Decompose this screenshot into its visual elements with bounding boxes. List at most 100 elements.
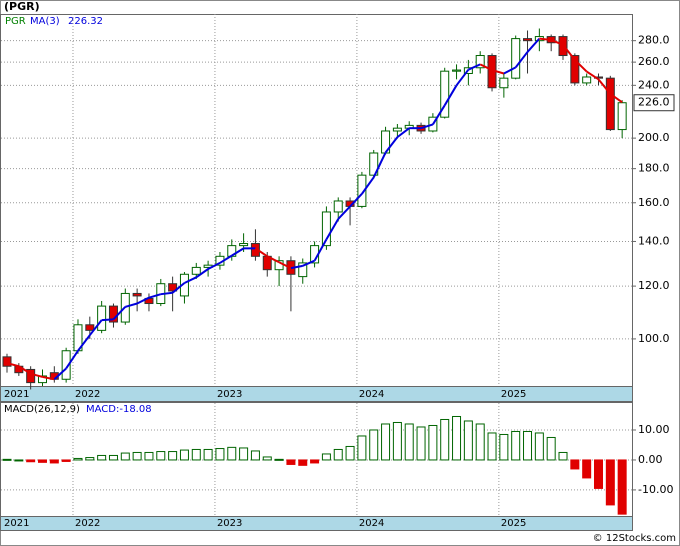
macd-value: MACD:-18.08: [86, 404, 152, 415]
macd-bar: [168, 451, 178, 461]
ma-segment: [266, 255, 280, 264]
ma-segment: [30, 372, 43, 378]
x-tick-label: 2023: [217, 389, 242, 400]
macd-bar: [227, 446, 237, 461]
x-tick-label: 2025: [501, 389, 526, 400]
ma-segment: [372, 152, 387, 178]
candle-body: [523, 38, 533, 42]
legend-ma-value: 226.32: [68, 16, 103, 27]
macd-bar: [534, 432, 544, 461]
macd-bar: [546, 436, 556, 461]
x-tick-label: 2021: [4, 518, 29, 529]
legend-ma: MA(3): [30, 16, 60, 27]
macd-bar: [2, 458, 12, 461]
ma-segment: [574, 59, 588, 73]
ma-segment: [396, 127, 410, 138]
macd-bar: [262, 456, 272, 461]
macd-bar: [345, 445, 355, 461]
x-tick-label: 2025: [501, 518, 526, 529]
x-tick-label: 2022: [75, 518, 100, 529]
y-tick-label: 180.0: [638, 162, 670, 175]
chart-title: (PGR): [4, 0, 40, 13]
ma-segment: [101, 318, 114, 322]
x-tick-label: 2023: [217, 518, 242, 529]
macd-bar: [499, 433, 509, 461]
y-tick-label: 160.0: [638, 196, 670, 209]
macd-bar: [298, 459, 308, 466]
ma-segment: [219, 254, 233, 264]
macd-bar: [617, 459, 627, 515]
ma-segment: [539, 37, 552, 41]
candle-body: [26, 368, 36, 384]
candle-body: [132, 292, 142, 297]
candle-body: [617, 102, 627, 131]
candle-body: [168, 283, 178, 292]
candle-body: [452, 69, 462, 72]
ma-segment: [420, 123, 434, 130]
macd-bar: [404, 423, 414, 461]
ma-segment: [313, 238, 328, 262]
ma-segment: [6, 362, 20, 368]
macd-bar: [582, 459, 592, 479]
copyright: © 12Stocks.com: [593, 533, 676, 544]
ma-segment: [337, 205, 351, 220]
macd-bar: [191, 448, 201, 461]
candle-body: [499, 77, 509, 89]
ma-segment: [112, 306, 127, 321]
candle-body: [440, 70, 450, 118]
ma-segment: [550, 39, 564, 46]
ma-segment: [361, 176, 375, 195]
candle-body: [97, 305, 107, 331]
ma-segment: [18, 365, 32, 375]
macd-bar: [392, 421, 402, 461]
ma-segment: [384, 136, 399, 154]
y-tick-label: 200.0: [638, 131, 670, 144]
macd-bar: [523, 430, 533, 461]
candle-body: [570, 55, 580, 84]
ma-segment: [325, 218, 340, 240]
ma-segment: [443, 84, 458, 106]
macd-bar: [452, 415, 462, 461]
macd-bar: [487, 432, 497, 461]
ma-segment: [42, 375, 55, 381]
macd-bar: [475, 423, 485, 461]
candle-body: [321, 211, 331, 247]
macd-bar: [381, 423, 391, 461]
macd-bar: [239, 447, 249, 461]
ma-segment: [207, 262, 221, 270]
legend-ticker: PGR: [5, 16, 26, 27]
ma-segment: [278, 261, 292, 269]
candle-body: [357, 174, 367, 207]
ma-segment: [455, 69, 470, 86]
candle-body: [475, 55, 485, 69]
ma-segment: [89, 319, 103, 336]
ma-segment: [160, 291, 173, 296]
ma-segment: [195, 268, 209, 279]
ma-segment: [65, 350, 79, 370]
ma-segment: [125, 302, 138, 308]
ma-segment: [231, 247, 245, 257]
x-tick-label: 2021: [4, 389, 29, 400]
macd-bar: [416, 426, 426, 461]
ma-segment: [467, 63, 481, 71]
candle-body: [239, 243, 249, 247]
macd-bar: [49, 459, 59, 464]
ma-segment: [432, 104, 446, 125]
ma-segment: [609, 93, 623, 104]
macd-bar: [558, 451, 568, 461]
ma-segment: [349, 193, 363, 208]
macd-bar: [357, 435, 367, 461]
ma-segment: [148, 293, 162, 299]
macd-bar: [274, 458, 284, 461]
macd-bar: [215, 448, 225, 461]
candle-body: [511, 38, 521, 79]
candle-body: [61, 350, 71, 380]
candle-body: [582, 76, 592, 84]
ma-segment: [254, 247, 268, 258]
macd-bar: [203, 448, 213, 461]
macd-bar: [605, 459, 615, 506]
y-tick-label: 260.0: [638, 55, 670, 68]
y-tick-label: 120.0: [638, 279, 670, 292]
y2-tick-label: -10.00: [638, 483, 673, 496]
